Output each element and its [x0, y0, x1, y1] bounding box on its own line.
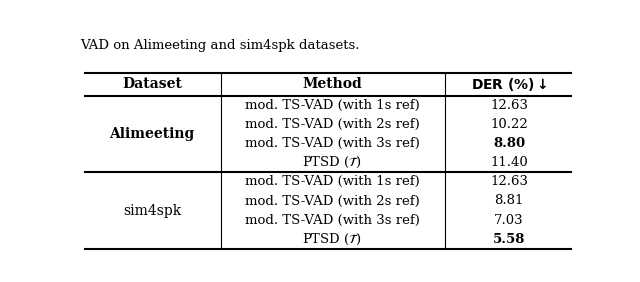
- Text: 7.03: 7.03: [494, 214, 524, 227]
- Text: 8.81: 8.81: [494, 195, 524, 208]
- Text: mod. TS-VAD (with 1s ref): mod. TS-VAD (with 1s ref): [244, 175, 419, 188]
- Text: $\mathbf{DER}$ $\mathbf{(\%)}$$\mathbf{\downarrow}$: $\mathbf{DER}$ $\mathbf{(\%)}$$\mathbf{\…: [470, 76, 547, 93]
- Text: PTSD ($\mathcal{T}$): PTSD ($\mathcal{T}$): [302, 232, 362, 247]
- Text: VAD on Alimeeting and sim4spk datasets.: VAD on Alimeeting and sim4spk datasets.: [80, 39, 360, 52]
- Text: 12.63: 12.63: [490, 175, 528, 188]
- Text: Dataset: Dataset: [122, 77, 182, 91]
- Text: 12.63: 12.63: [490, 99, 528, 112]
- Text: mod. TS-VAD (with 2s ref): mod. TS-VAD (with 2s ref): [244, 195, 419, 208]
- Text: 5.58: 5.58: [493, 233, 525, 246]
- Text: sim4spk: sim4spk: [123, 204, 181, 217]
- Text: mod. TS-VAD (with 3s ref): mod. TS-VAD (with 3s ref): [244, 137, 419, 150]
- Text: mod. TS-VAD (with 1s ref): mod. TS-VAD (with 1s ref): [244, 99, 419, 112]
- Text: PTSD ($\mathcal{T}$): PTSD ($\mathcal{T}$): [302, 155, 362, 170]
- Text: Method: Method: [302, 77, 362, 91]
- Text: 11.40: 11.40: [490, 156, 528, 169]
- Text: 8.80: 8.80: [493, 137, 525, 150]
- Text: Alimeeting: Alimeeting: [109, 127, 195, 141]
- Text: 10.22: 10.22: [490, 118, 528, 131]
- Text: mod. TS-VAD (with 2s ref): mod. TS-VAD (with 2s ref): [244, 118, 419, 131]
- Text: mod. TS-VAD (with 3s ref): mod. TS-VAD (with 3s ref): [244, 214, 419, 227]
